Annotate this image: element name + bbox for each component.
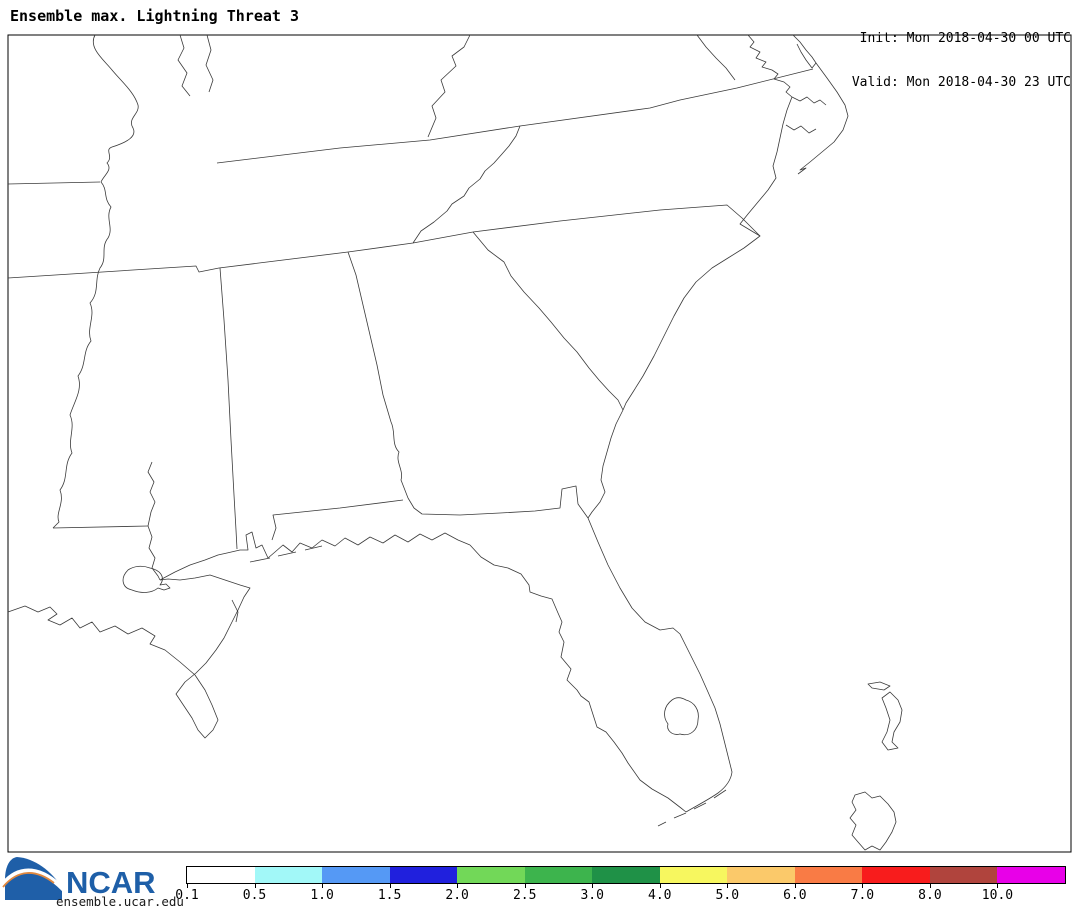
colorbar-tick bbox=[592, 883, 594, 888]
north-carolina-tennessee-border bbox=[412, 125, 521, 244]
colorbar-label-10.0: 10.0 bbox=[981, 888, 1014, 903]
colorbar-label-5.0: 5.0 bbox=[715, 888, 740, 903]
ncar-logo-swoosh bbox=[2, 857, 66, 900]
lake-pontchartrain bbox=[122, 565, 171, 593]
colorbar-tick bbox=[187, 883, 188, 888]
colorbar-label-7.0: 7.0 bbox=[850, 888, 875, 903]
louisiana-mississippi-31n-line bbox=[52, 525, 149, 529]
colorbar-tick bbox=[524, 883, 526, 888]
kentucky-lakes-line-1 bbox=[177, 34, 191, 97]
colorbar-segment-3.0 bbox=[592, 867, 660, 883]
colorbar-label-3.0: 3.0 bbox=[580, 888, 604, 903]
virginia-kentucky-wedge bbox=[427, 34, 471, 138]
colorbar-label-6.0: 6.0 bbox=[783, 888, 807, 903]
kentucky-lakes-line-2 bbox=[205, 34, 214, 93]
albemarle-sound bbox=[791, 96, 827, 106]
colorbar-label-0.1: 0.1 bbox=[175, 888, 199, 903]
colorbar-segment-10.0 bbox=[997, 867, 1065, 883]
colorbar-segment-6.0 bbox=[794, 867, 863, 883]
alabama-florida-border bbox=[271, 499, 404, 541]
colorbar-tick bbox=[322, 883, 324, 888]
potomac-chesapeake-shore bbox=[747, 34, 793, 98]
gulf-coast-north-shore bbox=[159, 531, 471, 581]
colorbar-tick bbox=[389, 883, 391, 888]
site-url-label: ensemble.ucar.edu bbox=[56, 894, 184, 909]
lightning-threat-colorbar bbox=[186, 866, 1066, 884]
valid-time-label: Valid: Mon 2018-04-30 23 UTC bbox=[851, 74, 1071, 90]
colorbar-label-1.0: 1.0 bbox=[310, 888, 334, 903]
pearl-river-border bbox=[147, 461, 161, 581]
colorbar-tick bbox=[254, 883, 256, 888]
florida-atlantic-coast bbox=[587, 517, 733, 813]
delmarva-peninsula bbox=[792, 34, 817, 69]
page-title: Ensemble max. Lightning Threat 3 bbox=[10, 7, 299, 25]
colorbar-tick bbox=[727, 883, 729, 888]
kentucky-virginia-north-line bbox=[216, 68, 814, 164]
colorbar-segment-8.0 bbox=[929, 867, 998, 883]
ncar-logo-text: NCAR bbox=[66, 865, 156, 900]
colorbar-segment-5.0 bbox=[727, 867, 795, 883]
barrier-islands bbox=[231, 545, 323, 623]
tennessee-south-border bbox=[7, 231, 474, 279]
colorbar-label-2.0: 2.0 bbox=[445, 888, 469, 903]
abaco-islands bbox=[881, 691, 903, 751]
north-carolina-south-carolina-border bbox=[472, 204, 761, 237]
florida-georgia-border bbox=[407, 485, 589, 519]
colorbar-tick bbox=[929, 883, 931, 888]
colorbar-tick bbox=[457, 883, 459, 888]
louisiana-coast bbox=[7, 574, 251, 739]
mississippi-river-border bbox=[52, 34, 139, 529]
colorbar-label-8.0: 8.0 bbox=[918, 888, 942, 903]
colorbar-label-4.0: 4.0 bbox=[648, 888, 672, 903]
carolina-coast bbox=[622, 96, 793, 411]
georgia-coast bbox=[587, 409, 624, 519]
grand-bahama-island bbox=[867, 681, 891, 691]
colorbar-segment-1.0 bbox=[322, 867, 390, 883]
colorbar-tick bbox=[862, 883, 864, 888]
west-virginia-line bbox=[696, 34, 736, 81]
colorbar-segment-0.1 bbox=[187, 867, 255, 883]
alabama-georgia-border bbox=[347, 251, 409, 499]
colorbar-segment-7.0 bbox=[862, 867, 930, 883]
mississippi-alabama-border bbox=[219, 267, 238, 550]
colorbar-label-2.5: 2.5 bbox=[512, 888, 537, 903]
pamlico-sound bbox=[785, 124, 817, 134]
colorbar-segment-0.5 bbox=[254, 867, 323, 883]
colorbar-tick bbox=[794, 883, 796, 888]
andros-island bbox=[849, 791, 897, 851]
colorbar-tick bbox=[997, 883, 999, 888]
florida-keys bbox=[657, 789, 727, 827]
lake-okeechobee bbox=[664, 697, 699, 736]
colorbar-label-1.5: 1.5 bbox=[377, 888, 402, 903]
colorbar-tick bbox=[659, 883, 661, 888]
colorbar-segment-4.0 bbox=[659, 867, 728, 883]
colorbar-segment-1.5 bbox=[389, 867, 458, 883]
ncar-logo: NCAR bbox=[2, 857, 156, 900]
map-frame bbox=[7, 34, 1072, 853]
colorbar-label-0.5: 0.5 bbox=[242, 888, 267, 903]
missouri-arkansas-line bbox=[7, 181, 101, 185]
colorbar-segment-2.0 bbox=[457, 867, 525, 883]
florida-panhandle-coast bbox=[469, 544, 687, 813]
georgia-south-carolina-border bbox=[472, 231, 624, 411]
colorbar-segment-2.5 bbox=[524, 867, 593, 883]
outer-banks bbox=[797, 62, 849, 175]
